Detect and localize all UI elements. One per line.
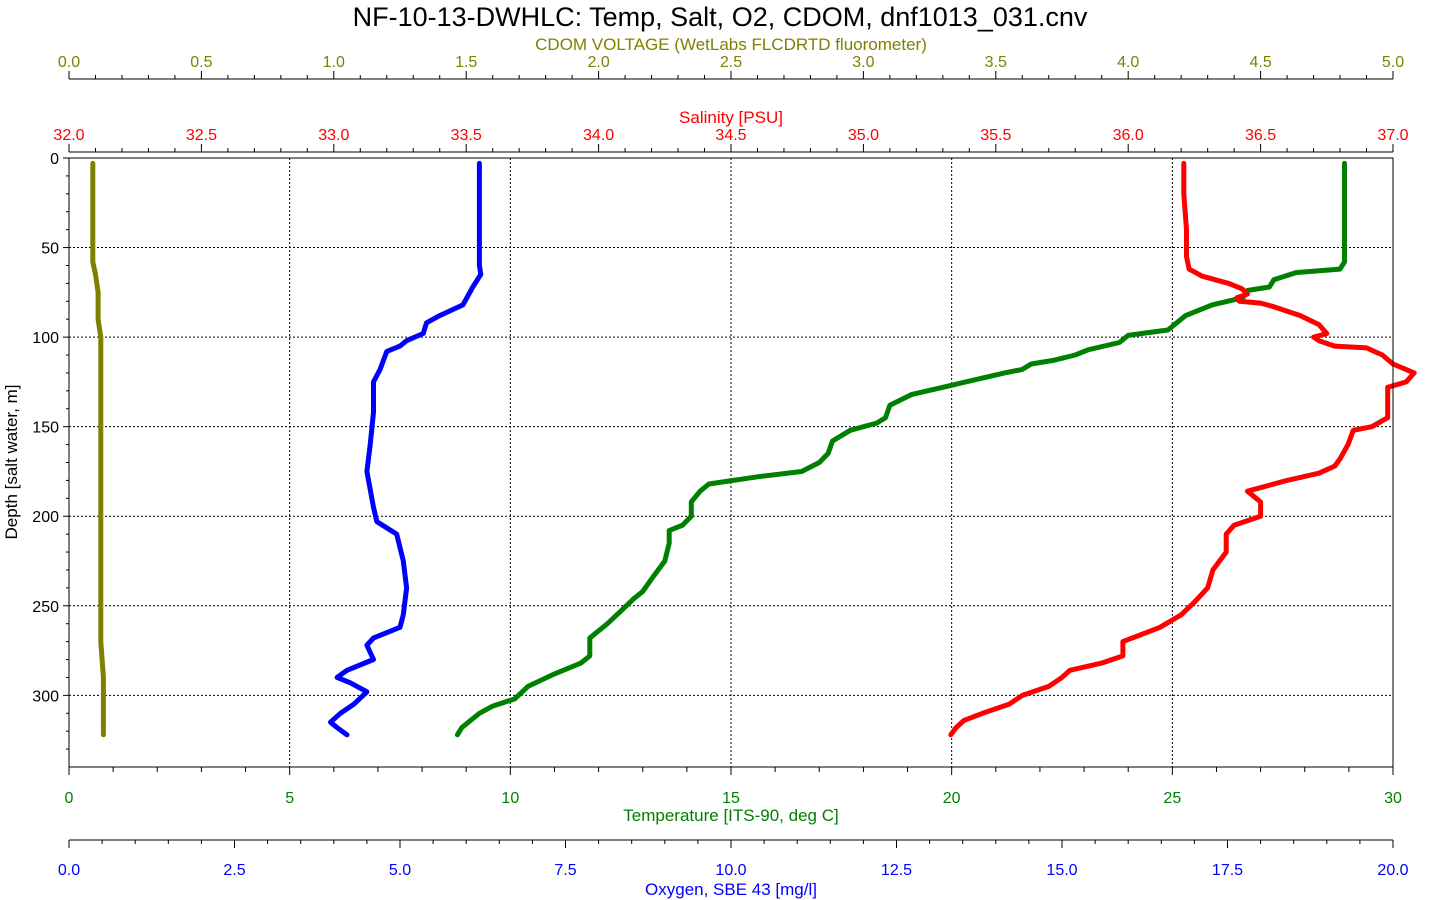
oxy-axis-title: Oxygen, SBE 43 [mg/l] xyxy=(645,880,817,899)
salt-tick-label: 34.5 xyxy=(715,127,746,144)
oxy-tick-label: 15.0 xyxy=(1046,862,1077,879)
oxy-tick-label: 5.0 xyxy=(389,862,411,879)
oxy-tick-label: 2.5 xyxy=(223,862,245,879)
oxy-tick-label: 12.5 xyxy=(881,862,912,879)
oxy-profile-line xyxy=(328,160,484,738)
temp-tick-label: 25 xyxy=(1163,790,1181,807)
y-tick-label: 150 xyxy=(32,420,59,437)
y-axis-label: Depth [salt water, m] xyxy=(2,385,21,540)
series-group xyxy=(90,160,1417,738)
y-tick-label: 250 xyxy=(32,599,59,616)
salt-tick-label: 35.0 xyxy=(848,127,879,144)
salt-tick-label: 36.0 xyxy=(1113,127,1144,144)
y-tick-label: 100 xyxy=(32,330,59,347)
y-tick-label: 300 xyxy=(32,688,59,705)
cdom-tick-label: 2.0 xyxy=(587,54,609,71)
temp-tick-label: 5 xyxy=(285,790,294,807)
temp-tick-label: 15 xyxy=(722,790,740,807)
grid xyxy=(69,158,1393,767)
y-tick-label: 200 xyxy=(32,509,59,526)
cdom-tick-label: 4.5 xyxy=(1249,54,1271,71)
cdom-tick-label: 4.0 xyxy=(1117,54,1139,71)
salt-tick-label: 33.0 xyxy=(318,127,349,144)
temp-axis-title: Temperature [ITS-90, deg C] xyxy=(623,806,838,825)
cdom-tick-label: 1.5 xyxy=(455,54,477,71)
cdom-tick-label: 0.0 xyxy=(58,54,80,71)
temp-tick-label: 30 xyxy=(1384,790,1402,807)
salt-axis-title: Salinity [PSU] xyxy=(679,108,783,127)
temp-tick-label: 20 xyxy=(943,790,961,807)
cdom-profile-line xyxy=(90,160,106,738)
cdom-tick-label: 1.0 xyxy=(323,54,345,71)
salt-tick-label: 36.5 xyxy=(1245,127,1276,144)
cdom-tick-label: 3.0 xyxy=(852,54,874,71)
y-tick-label: 0 xyxy=(50,151,59,168)
temp-tick-label: 0 xyxy=(65,790,74,807)
oxy-tick-label: 0.0 xyxy=(58,862,80,879)
cdom-axis-title: CDOM VOLTAGE (WetLabs FLCDRTD fluoromete… xyxy=(535,35,927,54)
salt-tick-label: 32.0 xyxy=(53,127,84,144)
cdom-tick-label: 0.5 xyxy=(190,54,212,71)
salt-profile-line xyxy=(948,160,1417,738)
oxy-tick-label: 17.5 xyxy=(1212,862,1243,879)
oxy-tick-label: 7.5 xyxy=(554,862,576,879)
oxy-tick-label: 10.0 xyxy=(715,862,746,879)
salt-tick-label: 37.0 xyxy=(1377,127,1408,144)
oxy-tick-label: 20.0 xyxy=(1377,862,1408,879)
cdom-tick-label: 2.5 xyxy=(720,54,742,71)
cdom-tick-label: 5.0 xyxy=(1382,54,1404,71)
temp-profile-line xyxy=(454,160,1347,738)
temp-tick-label: 10 xyxy=(501,790,519,807)
chart-title: NF-10-13-DWHLC: Temp, Salt, O2, CDOM, dn… xyxy=(353,2,1088,32)
salt-tick-label: 34.0 xyxy=(583,127,614,144)
salt-tick-label: 32.5 xyxy=(186,127,217,144)
salt-tick-label: 35.5 xyxy=(980,127,1011,144)
cdom-tick-label: 3.5 xyxy=(985,54,1007,71)
y-tick-label: 50 xyxy=(41,241,59,258)
salt-tick-label: 33.5 xyxy=(451,127,482,144)
